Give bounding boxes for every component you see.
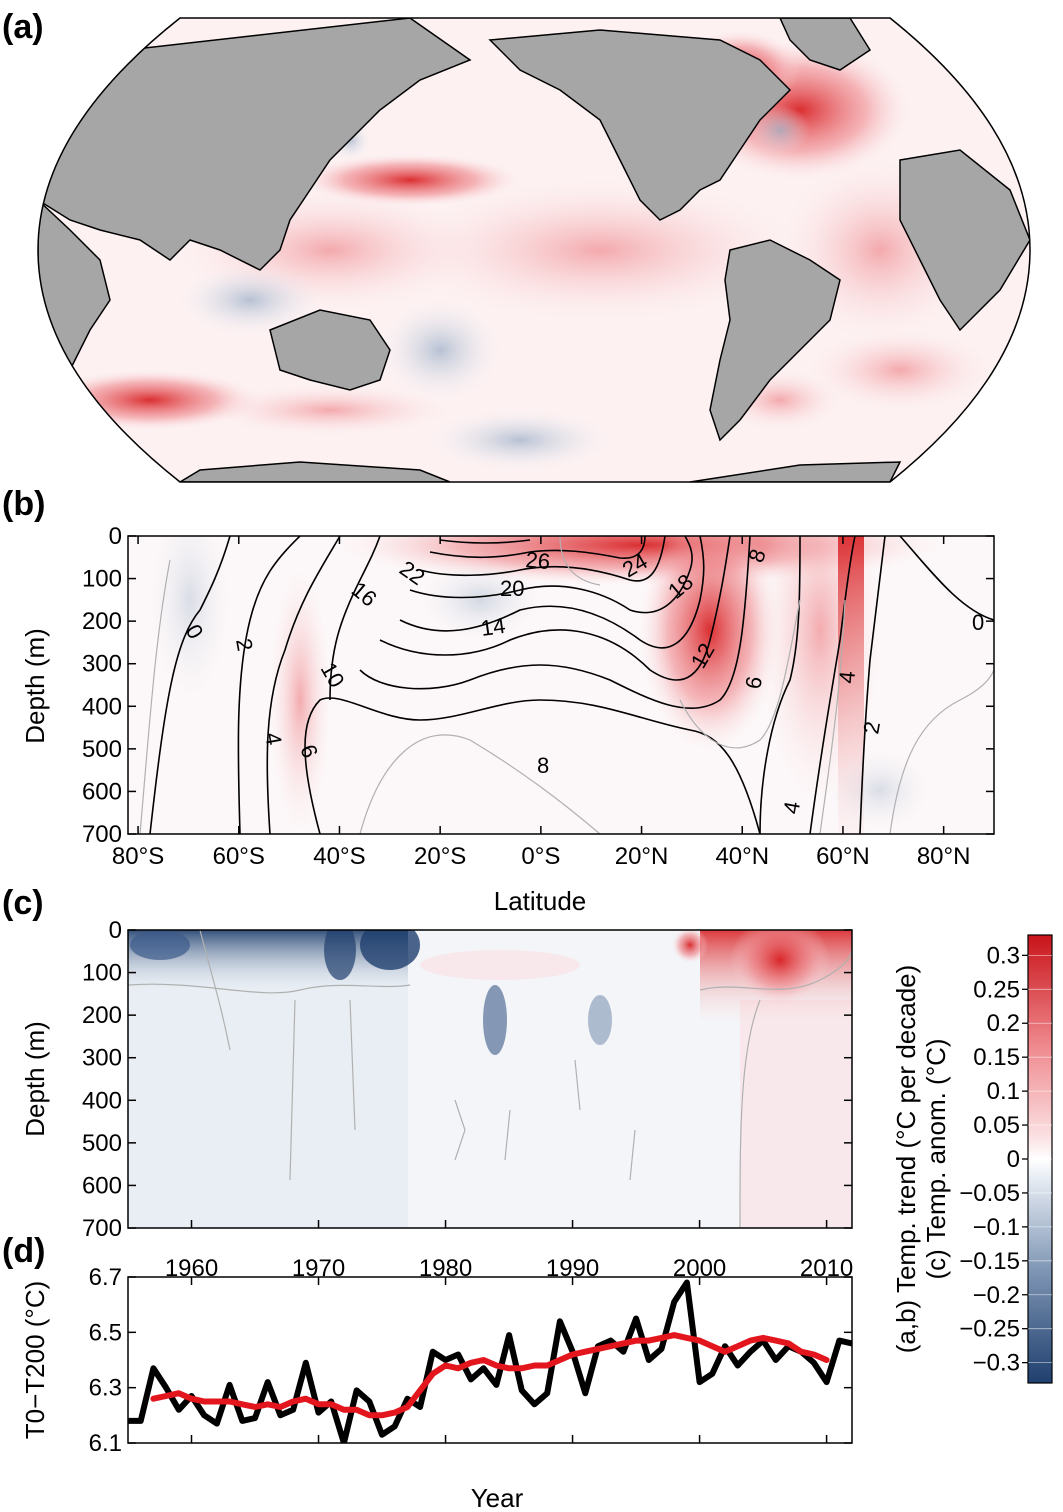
y-tick-label: 300	[82, 1045, 122, 1072]
panel-label-b: (b)	[2, 485, 45, 523]
x-tick-label: 80°S	[112, 843, 164, 870]
x-tick-label: 40°N	[715, 843, 769, 870]
y-tick-label: 100	[82, 960, 122, 987]
contour-label: 2	[231, 637, 258, 653]
y-tick-label: 600	[82, 1172, 122, 1199]
y-tick-label: 0	[109, 523, 122, 550]
land-australia	[269, 309, 391, 391]
x-tick-label: 60°N	[816, 843, 870, 870]
contour-label: 0	[972, 610, 984, 635]
colorbar-tick-label: 0.05	[973, 1112, 1020, 1139]
series-line-annual	[128, 1279, 852, 1443]
panel-b-frame	[127, 535, 995, 835]
x-tick-label: 20°S	[414, 843, 466, 870]
y-tick-label: 400	[82, 693, 122, 720]
contour-label: 20	[500, 576, 524, 601]
y-tick-label: 700	[82, 1215, 122, 1242]
panel-c-x-axis: 1960 1970 1980 1990 2000 2010	[165, 1220, 853, 1282]
colorbar-tick-label: 0.2	[987, 1010, 1020, 1037]
panel-b-x-axis: 80°S 60°S 40°S 20°S 0°S 20°N 40°N 60°N 80°N	[112, 536, 971, 870]
panel-d: 6.1 6.3 6.5 6.7 Year T0−T200 (°C)	[20, 1264, 853, 1512]
land-north-america	[488, 29, 792, 221]
colorbar-tick-label: −0.2	[973, 1282, 1020, 1309]
y-tick-label: 300	[82, 651, 122, 678]
contour-label: 4	[834, 670, 860, 684]
y-tick-label: 6.3	[89, 1375, 122, 1402]
colorbar-tick-label: −0.15	[959, 1248, 1020, 1275]
panel-label-d: (d)	[2, 1232, 45, 1270]
panel-c-shading	[128, 930, 852, 1228]
panel-c-contours	[128, 930, 852, 1228]
panel-b-contours	[149, 536, 994, 834]
land-greenland	[778, 18, 872, 71]
y-tick-label: 500	[82, 1130, 122, 1157]
x-tick-label: 20°N	[615, 843, 669, 870]
panel-c-y-axis: 0 100 200 300 400 500 600 700	[82, 917, 852, 1242]
colorbar-tick-label: −0.05	[959, 1180, 1020, 1207]
panel-b-y-label: Depth (m)	[20, 628, 50, 744]
x-tick-label: 0°S	[521, 843, 560, 870]
map-land	[38, 18, 1030, 482]
colorbar-tick-label: −0.3	[973, 1350, 1020, 1377]
colorbar: 0.3 0.25 0.2 0.15 0.1 0.05 0 −0.05 −0.1 −0.15 −0.2…	[891, 934, 1053, 1384]
panel-d-y-axis: 6.1 6.3 6.5 6.7	[89, 1264, 852, 1457]
colorbar-tick-label: 0.1	[987, 1078, 1020, 1105]
y-tick-label: 6.5	[89, 1319, 122, 1346]
x-tick-label: 60°S	[213, 843, 265, 870]
y-tick-label: 500	[82, 736, 122, 763]
colorbar-tick-label: 0	[1007, 1146, 1020, 1173]
panel-b-x-label: Latitude	[494, 886, 587, 916]
y-tick-label: 6.7	[89, 1264, 122, 1291]
land-antarctica	[177, 461, 451, 482]
x-tick-label: 40°S	[313, 843, 365, 870]
panel-c: 1960 1970 1980 1990 2000 2010 0 100 200 300 400 50…	[20, 917, 853, 1282]
y-tick-label: 600	[82, 778, 122, 805]
colorbar-tick-label: −0.1	[973, 1214, 1020, 1241]
panel-label-c: (c)	[2, 884, 44, 922]
panel-b-gray-contours	[139, 536, 994, 834]
colorbar-tick-label: 0.25	[973, 976, 1020, 1003]
panel-d-frame	[127, 1276, 853, 1444]
land-antarctica-east	[689, 461, 902, 482]
y-tick-label: 200	[82, 1002, 122, 1029]
contour-label: 8	[537, 753, 549, 778]
colorbar-tick-label: 0.15	[973, 1044, 1020, 1071]
land-south-america	[709, 239, 841, 442]
panel-d-x-axis	[190, 1277, 828, 1443]
y-tick-label: 400	[82, 1087, 122, 1114]
contour-label: 2	[858, 719, 885, 735]
land-africa-east	[899, 149, 1030, 332]
y-tick-label: 200	[82, 608, 122, 635]
panel-c-y-label: Depth (m)	[20, 1021, 50, 1137]
panel-d-series	[128, 1279, 852, 1443]
colorbar-tick-label: 0.3	[987, 942, 1020, 969]
series-line-smoothed	[150, 1332, 830, 1419]
map-outline	[37, 17, 1031, 483]
panel-c-frame	[127, 929, 853, 1229]
x-tick-label: 80°N	[917, 843, 971, 870]
y-tick-label: 0	[109, 917, 122, 944]
colorbar-label-line2: (c) Temp. anom. (°C)	[921, 1038, 951, 1279]
colorbar-label-line1: (a,b) Temp. trend (°C per decade)	[891, 965, 921, 1354]
contour-label: 4	[778, 799, 805, 815]
panel-label-a: (a)	[2, 8, 44, 46]
y-tick-label: 700	[82, 821, 122, 848]
contour-label: 6	[740, 674, 767, 690]
contour-label: 4	[260, 731, 287, 747]
panel-a-map	[37, 17, 1031, 483]
colorbar-tick-label: −0.25	[959, 1316, 1020, 1343]
y-tick-label: 6.1	[89, 1430, 122, 1457]
panel-d-x-label: Year	[471, 1483, 524, 1512]
contour-label: 26	[525, 547, 552, 574]
y-tick-label: 100	[82, 566, 122, 593]
panel-b: 26 24 22 20 18 16 14 12 10 8 8 6 6 4 4 4…	[20, 523, 995, 916]
contour-label: 14	[479, 613, 507, 641]
colorbar-ticks: 0.3 0.25 0.2 0.15 0.1 0.05 0 −0.05 −0.1 −0.15 −0.2…	[959, 942, 1052, 1377]
land-asia	[38, 18, 472, 271]
panel-d-y-label: T0−T200 (°C)	[20, 1281, 50, 1440]
